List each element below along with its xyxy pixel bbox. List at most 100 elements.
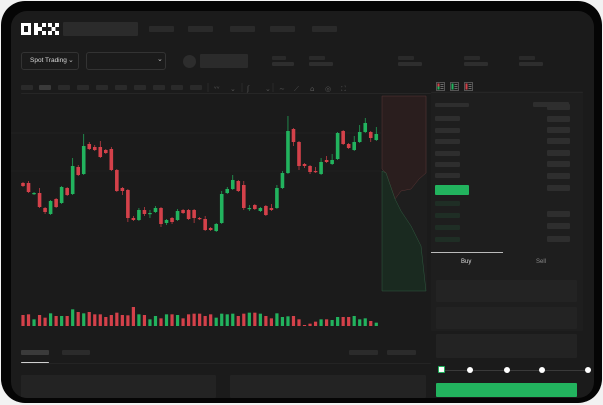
bid-price xyxy=(435,201,460,206)
volume-bar xyxy=(142,315,147,326)
settings-icon[interactable]: ◎ xyxy=(325,85,331,93)
nav-item[interactable] xyxy=(149,26,174,32)
coin-avatar xyxy=(183,55,196,68)
candle-body xyxy=(247,208,252,210)
volume-bar xyxy=(181,318,185,326)
timeframe-button[interactable] xyxy=(134,85,146,90)
volume-bar xyxy=(253,312,257,326)
volume-bar xyxy=(37,315,42,326)
candle-body xyxy=(109,149,114,170)
slider-stop-100[interactable] xyxy=(585,367,591,373)
nav-item[interactable] xyxy=(270,26,295,32)
slider-stop-25[interactable] xyxy=(467,367,473,373)
market-selector[interactable]: Spot Trading ⌄ xyxy=(21,52,79,70)
slider-stop-75[interactable] xyxy=(539,367,545,373)
volume-bar xyxy=(137,314,141,326)
volume-bar xyxy=(242,313,246,326)
tab-sell[interactable]: Sell xyxy=(536,259,547,265)
volume-bar xyxy=(286,316,290,326)
line-icon[interactable]: ∼ xyxy=(279,85,285,93)
chevron-down-icon[interactable]: ⌄ xyxy=(265,85,271,93)
candle-body xyxy=(346,144,351,148)
price-input[interactable] xyxy=(436,280,577,302)
okx-logo[interactable] xyxy=(21,23,59,35)
chevron-down-icon: ⌄ xyxy=(157,56,163,63)
bottom-tab-open-orders[interactable] xyxy=(21,350,49,355)
orderbook-both-icon[interactable] xyxy=(436,82,445,91)
volume-bar xyxy=(93,314,97,326)
search-field[interactable] xyxy=(63,22,138,36)
volume-bar xyxy=(341,317,345,326)
fullscreen-icon[interactable]: ⛶ xyxy=(341,85,346,93)
candle-body xyxy=(181,210,185,213)
timeframe-button[interactable] xyxy=(153,85,165,90)
volume-bar xyxy=(71,309,75,326)
pair-selector[interactable]: ⌄ xyxy=(86,52,166,70)
volume-bar xyxy=(26,314,31,326)
timeframe-button[interactable] xyxy=(171,85,183,90)
nav-item[interactable] xyxy=(312,26,337,32)
indicator-icon[interactable]: ʃ xyxy=(246,85,250,93)
timeframe-button[interactable] xyxy=(77,85,89,90)
ask-price xyxy=(435,151,460,156)
candle-body xyxy=(126,190,130,218)
volume-bar xyxy=(347,317,351,326)
volume-bar xyxy=(258,313,262,326)
bid-price xyxy=(435,225,460,230)
candle-body xyxy=(43,208,47,212)
amount-slider[interactable] xyxy=(438,366,591,374)
chevron-down-icon[interactable]: ⌄ xyxy=(230,85,236,93)
tab-buy[interactable]: Buy xyxy=(461,259,472,265)
candle-body xyxy=(291,129,296,142)
volume-bar xyxy=(153,316,158,326)
stat-value xyxy=(398,62,422,66)
timeframe-button[interactable] xyxy=(96,85,108,90)
slider-handle[interactable] xyxy=(438,366,445,373)
candle-body xyxy=(48,201,53,214)
volume-bar xyxy=(319,319,323,326)
candle-body xyxy=(341,131,345,144)
candle-body xyxy=(368,132,373,138)
candle-type-icon[interactable]: ᵛᵛ xyxy=(214,85,220,93)
candle-body xyxy=(81,146,86,174)
order-amount xyxy=(547,161,570,167)
volume-bar xyxy=(148,319,152,326)
timeframe-button[interactable] xyxy=(39,85,51,90)
stat-value xyxy=(272,62,294,66)
candle-body xyxy=(175,211,180,220)
candle-body xyxy=(258,208,263,211)
volume-bar xyxy=(76,312,80,326)
volume-bar xyxy=(291,316,296,326)
camera-icon[interactable]: ⌂ xyxy=(310,85,314,93)
order-amount xyxy=(547,211,570,217)
timeframe-button[interactable] xyxy=(115,85,127,90)
slider-stop-50[interactable] xyxy=(504,367,510,373)
volume-bar xyxy=(32,319,36,326)
bottom-action-2[interactable] xyxy=(387,350,416,355)
stat-label xyxy=(464,56,480,60)
volume-bar xyxy=(187,314,191,326)
timeframe-button[interactable] xyxy=(58,85,70,90)
timeframe-button[interactable] xyxy=(21,85,33,90)
ruler-icon[interactable]: ⟋ xyxy=(294,85,299,93)
candle-body xyxy=(192,210,196,218)
last-price xyxy=(435,185,469,195)
bottom-action-1[interactable] xyxy=(349,350,378,355)
order-amount xyxy=(547,116,570,122)
bottom-tab-history[interactable] xyxy=(62,350,90,355)
orderbook-asks-icon[interactable] xyxy=(464,82,473,91)
orderbook-bids-icon[interactable] xyxy=(450,82,459,91)
nav-item[interactable] xyxy=(188,26,213,32)
orderbook-header-price xyxy=(435,103,469,107)
total-input[interactable] xyxy=(436,334,577,358)
bid-price xyxy=(435,237,460,242)
candle-body xyxy=(87,144,92,149)
nav-item[interactable] xyxy=(230,26,255,32)
timeframe-button[interactable] xyxy=(190,85,202,90)
volume-bar xyxy=(120,315,124,326)
buy-button[interactable] xyxy=(436,383,577,397)
volume-bar xyxy=(115,312,119,326)
candle-body xyxy=(37,193,42,207)
amount-input[interactable] xyxy=(436,307,577,329)
bid-price xyxy=(435,213,460,218)
